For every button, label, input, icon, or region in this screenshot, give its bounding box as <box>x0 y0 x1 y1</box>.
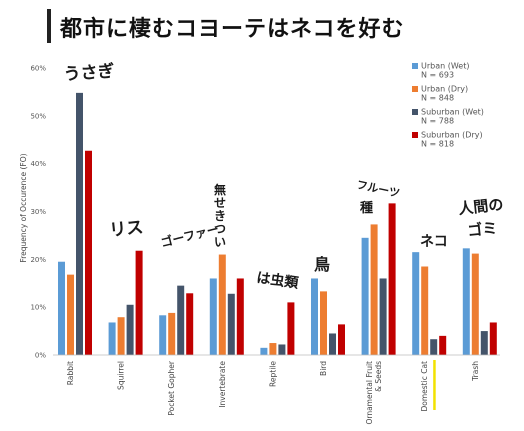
highlight-marker <box>433 360 436 410</box>
bar-urban-dry-ornamental-fruit-seeds <box>370 224 378 355</box>
category-label: Ornamental Fruit <box>365 361 374 425</box>
annotation-text: うさぎ <box>63 60 115 85</box>
bar-urban-wet-domestic-cat <box>412 252 420 355</box>
annotation-char: せ <box>214 196 226 210</box>
bar-urban-dry-invertebrate <box>218 254 226 355</box>
bar-suburban-dry-invertebrate <box>236 278 244 355</box>
bar-urban-wet-rabbit <box>58 261 65 355</box>
bar-suburban-dry-trash <box>489 322 497 355</box>
annotation-text: 人間の <box>458 195 505 218</box>
y-tick-label: 50% <box>30 112 46 120</box>
bar-urban-wet-trash <box>462 248 470 355</box>
bar-suburban-wet-squirrel <box>126 304 134 355</box>
y-tick-label: 10% <box>30 304 46 312</box>
bar-urban-wet-reptile <box>260 347 268 355</box>
y-tick-label: 30% <box>30 208 46 216</box>
y-tick-label: 60% <box>30 65 46 73</box>
bar-urban-wet-ornamental-fruit-seeds <box>361 237 369 355</box>
annotation-text: フルーツ <box>355 178 401 200</box>
category-label: Rabbit <box>66 361 75 385</box>
bar-suburban-wet-rabbit <box>76 92 83 355</box>
legend-swatch <box>412 132 418 138</box>
page-title: 都市に棲むコヨーテはネコを好む <box>60 17 405 42</box>
annotation-text: リス <box>108 218 144 241</box>
annotation-char: き <box>214 209 226 223</box>
bar-urban-wet-invertebrate <box>209 278 217 355</box>
bar-urban-wet-bird <box>311 278 318 355</box>
category-labels: Rabbit Squirrel Pocket Gopher Invertebrate R… <box>66 360 480 425</box>
annotation-text: ゴミ <box>467 219 499 240</box>
bar-suburban-wet-bird <box>329 333 336 355</box>
bar-suburban-dry-pocket-gopher <box>186 293 194 355</box>
y-tick-label: 40% <box>30 160 46 168</box>
bars <box>58 92 497 355</box>
bar-suburban-wet-domestic-cat <box>430 339 438 355</box>
category-label: Pocket Gopher <box>167 360 176 416</box>
category-label: Reptile <box>268 361 277 387</box>
bar-suburban-dry-reptile <box>287 302 295 355</box>
annotation-char: つ <box>214 222 226 236</box>
annotation-text: 種 <box>360 200 373 216</box>
bar-suburban-wet-trash <box>480 331 488 355</box>
legend-n: N = 848 <box>421 94 454 103</box>
y-axis-label: Frequency of Occurence (FO) <box>19 153 28 262</box>
legend-swatch <box>412 63 418 69</box>
bar-suburban-dry-bird <box>338 324 345 355</box>
annotation-char: い <box>214 235 226 249</box>
y-axis: 0% 10% 20% 30% 40% 50% 60% <box>30 65 46 360</box>
bar-urban-dry-squirrel <box>117 317 125 355</box>
bar-urban-dry-rabbit <box>67 274 74 355</box>
y-tick-label: 0% <box>35 352 46 360</box>
legend-n: N = 818 <box>421 140 454 149</box>
bar-suburban-wet-reptile <box>278 344 286 355</box>
category-label: & Seeds <box>374 361 383 392</box>
legend: Urban (Wet)N = 693 Urban (Dry)N = 848 Subu… <box>412 62 484 149</box>
bar-urban-dry-bird <box>320 291 327 355</box>
legend-n: N = 788 <box>421 117 454 126</box>
bar-urban-wet-pocket-gopher <box>159 315 167 355</box>
annotation-text: ネコ <box>420 234 448 250</box>
legend-label: Urban (Wet) <box>421 62 469 71</box>
bar-suburban-dry-squirrel <box>135 250 143 355</box>
title-accent-bar <box>47 9 51 43</box>
bar-suburban-dry-ornamental-fruit-seeds <box>388 203 396 355</box>
legend-swatch <box>412 86 418 92</box>
bar-suburban-wet-ornamental-fruit-seeds <box>379 278 387 355</box>
category-label: Bird <box>319 361 328 376</box>
annotation-char: 無 <box>214 182 226 197</box>
bar-suburban-dry-rabbit <box>85 150 92 355</box>
bar-urban-dry-pocket-gopher <box>168 312 176 355</box>
category-label: Squirrel <box>117 361 126 390</box>
bar-suburban-dry-domestic-cat <box>439 335 447 355</box>
category-label: Trash <box>471 361 480 382</box>
category-label: Invertebrate <box>218 361 227 408</box>
bar-urban-wet-squirrel <box>108 322 116 355</box>
legend-label: Suburban (Wet) <box>421 108 484 117</box>
bar-urban-dry-reptile <box>269 343 277 355</box>
bar-urban-dry-domestic-cat <box>421 266 429 355</box>
category-label: Domestic Cat <box>420 361 429 412</box>
annotation-text: ゴーファー <box>159 221 220 250</box>
legend-n: N = 693 <box>421 71 454 80</box>
legend-swatch <box>412 109 418 115</box>
y-tick-label: 20% <box>30 256 46 264</box>
legend-label: Suburban (Dry) <box>421 131 483 140</box>
bar-suburban-wet-pocket-gopher <box>177 285 185 355</box>
annotation-text: 鳥 <box>314 255 330 274</box>
bar-suburban-wet-invertebrate <box>227 293 235 355</box>
legend-label: Urban (Dry) <box>421 85 468 94</box>
bar-urban-dry-trash <box>471 253 479 355</box>
annotation-text: は虫類 <box>255 269 300 292</box>
